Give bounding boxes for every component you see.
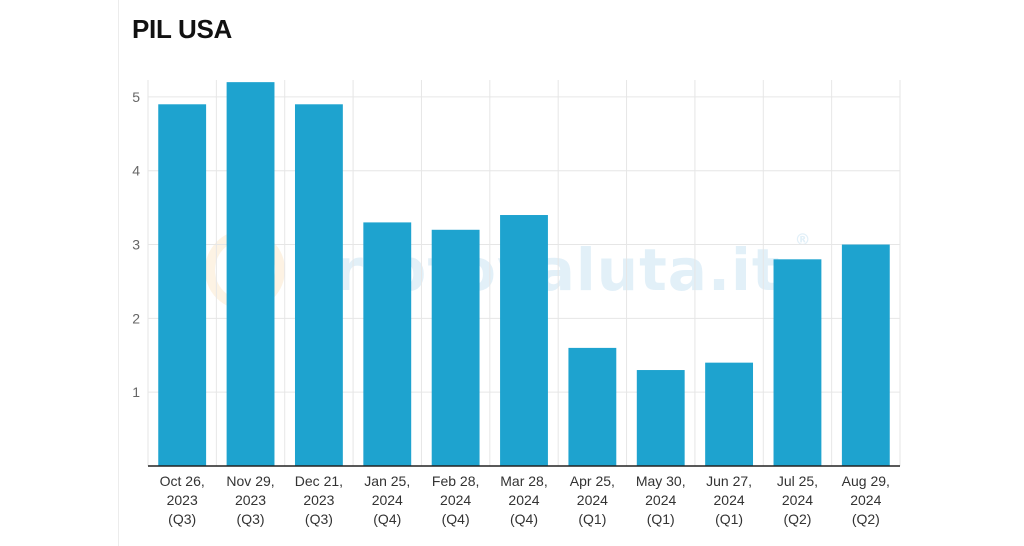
y-axis-ticks: 1 2 3 4 5 <box>132 89 140 400</box>
x-tick-label: Feb 28, 2024 (Q4) <box>432 473 479 527</box>
bar-10 <box>841 244 890 466</box>
bar-7 <box>636 370 685 466</box>
bar-0 <box>158 104 207 467</box>
bar-1 <box>226 82 275 467</box>
bar-5 <box>500 215 548 466</box>
y-tick-label: 2 <box>132 310 140 326</box>
y-tick-label: 1 <box>132 384 140 400</box>
chart-title: PIL USA <box>132 14 232 44</box>
x-tick-label: Oct 26, 2023 (Q3) <box>160 473 205 527</box>
x-tick-label: Apr 25, 2024 (Q1) <box>570 473 615 527</box>
x-tick-label: Dec 21, 2023 (Q3) <box>295 473 343 527</box>
bar-4 <box>431 229 480 466</box>
x-tick-label: Jan 25, 2024 (Q4) <box>364 473 410 527</box>
left-border-rule <box>118 0 119 546</box>
bars <box>158 82 890 467</box>
x-tick-label: Jul 25, 2024 (Q2) <box>777 473 818 527</box>
y-tick-label: 3 <box>132 237 140 253</box>
x-tick-label: Mar 28, 2024 (Q4) <box>500 473 547 527</box>
y-tick-label: 5 <box>132 89 140 105</box>
bar-9 <box>773 259 822 466</box>
x-tick-label: Aug 29, 2024 (Q2) <box>842 473 890 527</box>
x-tick-label: May 30, 2024 (Q1) <box>636 473 686 527</box>
bar-3 <box>363 222 412 466</box>
bar-6 <box>568 347 617 466</box>
x-tick-label: Nov 29, 2023 (Q3) <box>226 473 274 527</box>
bar-2 <box>294 104 343 467</box>
y-tick-label: 4 <box>132 163 140 179</box>
x-tick-label: Jun 27, 2024 (Q1) <box>706 473 752 527</box>
bar-8 <box>705 362 754 466</box>
x-axis-ticks: Oct 26, 2023 (Q3) Nov 29, 2023 (Q3) Dec 21, 202… <box>160 473 890 527</box>
